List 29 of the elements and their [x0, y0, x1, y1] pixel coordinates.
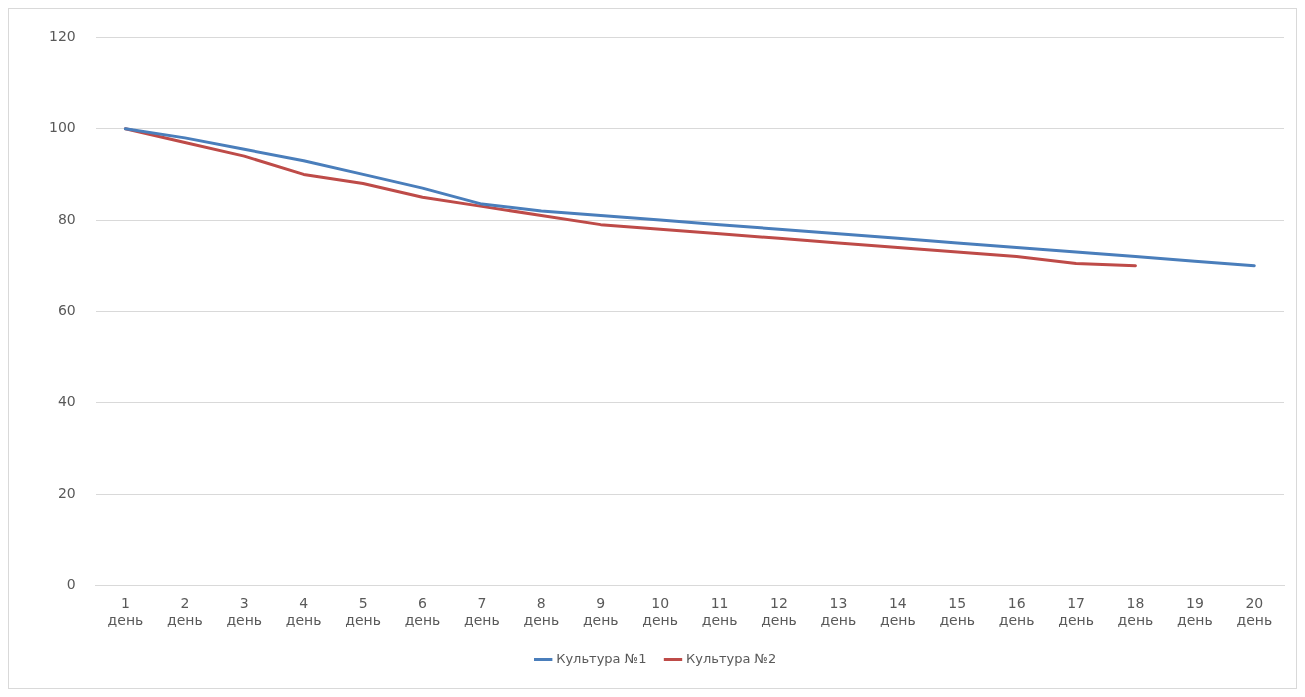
x-tick-label: 13 день	[820, 595, 857, 629]
x-tick-label: 20 день	[1236, 595, 1273, 629]
x-tick-label: 17 день	[1058, 595, 1094, 629]
x-tick-label: 14 день	[879, 595, 916, 629]
x-tick-label: 3 день	[226, 595, 263, 629]
legend-label: Культура №2	[686, 650, 777, 666]
x-tick-label: 19 день	[1177, 595, 1213, 629]
y-tick-label: 40	[57, 393, 76, 410]
y-tick-label: 100	[48, 119, 76, 136]
y-tick-label: 60	[57, 302, 76, 319]
y-tick-label: 80	[57, 210, 76, 227]
y-tick-label: 20	[57, 484, 76, 501]
legend-label: Культура №1	[556, 650, 647, 666]
y-tick-label: 120	[48, 28, 76, 45]
x-tick-label: 4 день	[285, 595, 322, 629]
x-tick-label: 1 день	[107, 595, 144, 629]
x-tick-label: 18 день	[1117, 595, 1154, 629]
x-tick-label: 12 день	[761, 595, 797, 629]
x-tick-label: 5 день	[345, 595, 381, 629]
x-tick-label: 6 день	[404, 595, 441, 629]
x-tick-label: 7 день	[464, 595, 500, 629]
x-tick-label: 11 день	[701, 595, 738, 629]
x-tick-label: 2 день	[166, 595, 203, 629]
x-tick-label: 15 день	[939, 595, 976, 629]
y-tick-label: 0	[66, 576, 76, 593]
x-tick-label: 10 день	[642, 595, 679, 629]
x-tick-label: 9 день	[582, 595, 619, 629]
x-tick-label: 16 день	[998, 595, 1035, 629]
x-tick-label: 8 день	[523, 595, 560, 629]
